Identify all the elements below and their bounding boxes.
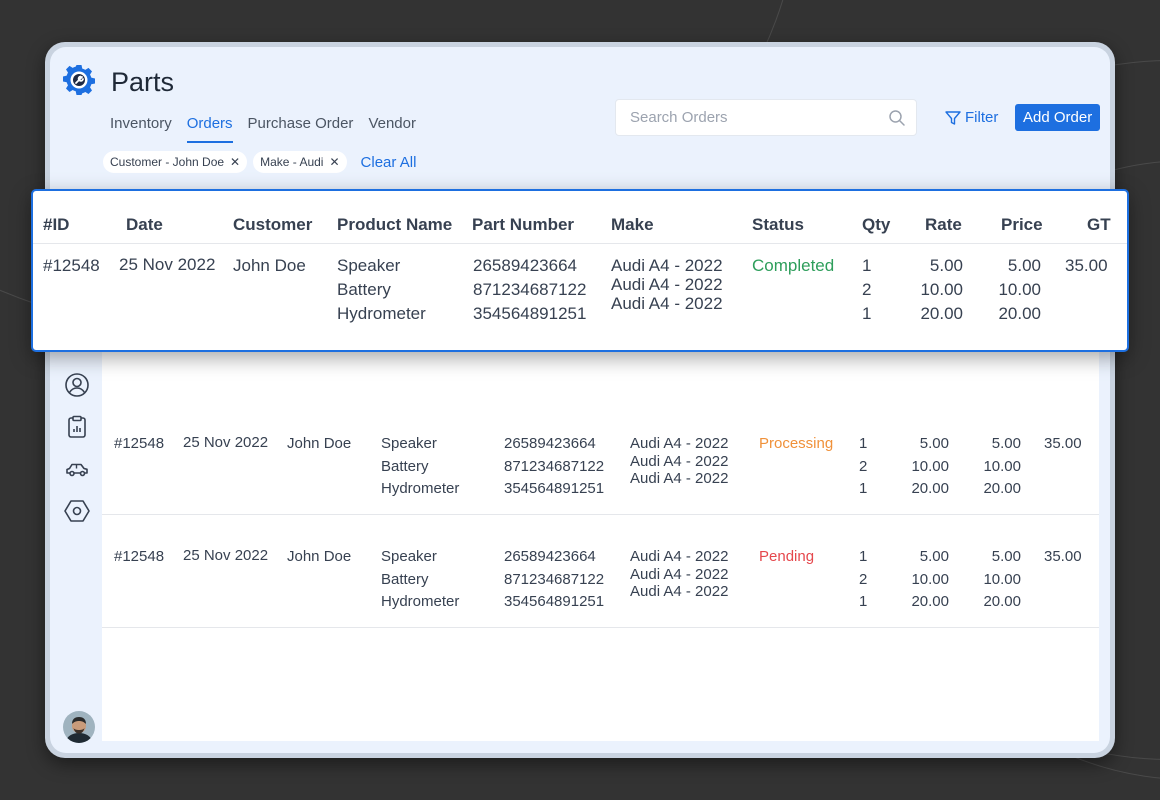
filter-label: Filter: [965, 109, 999, 126]
avatar[interactable]: [63, 711, 95, 743]
user-avatar-icon: [63, 711, 95, 743]
tab-orders[interactable]: Orders: [186, 115, 233, 143]
part-numbers: 26589423664 871234687122 354564891251: [504, 435, 605, 497]
gear-logo-icon: [63, 65, 95, 95]
tab-inventory[interactable]: Inventory: [110, 115, 172, 132]
column-header-qty: Qty: [862, 215, 891, 234]
clipboard-icon[interactable]: [64, 414, 90, 440]
column-header-customer: Customer: [233, 215, 313, 234]
page-title: Parts: [111, 67, 175, 97]
table-row[interactable]: #12548 25 Nov 2022 John Doe Speaker Batte…: [102, 515, 1099, 628]
price-values: 5.00 10.00 20.00: [983, 435, 1021, 497]
tab-vendor[interactable]: Vendor: [368, 115, 416, 132]
hexagon-nut-icon[interactable]: [64, 498, 90, 524]
order-id: #12548: [43, 256, 100, 275]
status-badge: Pending: [759, 548, 815, 565]
makes: Audi A4 - 2022 Audi A4 - 2022 Audi A4 - 20…: [630, 435, 729, 487]
column-header-rate: Rate: [925, 215, 962, 234]
column-header-product-name: Product Name: [337, 215, 453, 234]
filter-chip-label: Make - Audi: [260, 155, 324, 169]
header-divider: [33, 243, 1127, 244]
column-header-gt: GT: [1087, 215, 1111, 234]
makes: Audi A4 - 2022 Audi A4 - 2022 Audi A4 - 20…: [611, 256, 723, 313]
product-names: Speaker Battery Hydrometer: [381, 548, 460, 610]
tab-bar: Inventory Orders Purchase Order Vendor: [110, 115, 431, 143]
order-date: 25 Nov 2022: [119, 255, 216, 274]
column-header-price: Price: [1001, 215, 1043, 234]
price-values: 5.00 10.00 20.00: [998, 256, 1041, 323]
product-names: Speaker Battery Hydrometer: [381, 435, 460, 497]
order-customer: John Doe: [287, 435, 352, 452]
rate-values: 5.00 10.00 20.00: [911, 435, 949, 497]
order-customer: John Doe: [287, 548, 352, 565]
filter-icon: [945, 110, 961, 125]
status-badge: Processing: [759, 435, 834, 452]
status-badge: Completed: [752, 256, 835, 275]
grand-total: 35.00: [1065, 256, 1108, 275]
part-numbers: 26589423664 871234687122 354564891251: [504, 548, 605, 610]
car-icon[interactable]: [64, 456, 90, 482]
clear-all-link[interactable]: Clear All: [360, 153, 417, 171]
app-window-frame: Parts Inventory Orders Purchase Order Ve…: [45, 42, 1115, 758]
rate-values: 5.00 10.00 20.00: [911, 548, 949, 610]
order-date: 25 Nov 2022: [183, 434, 269, 451]
tab-purchase-order[interactable]: Purchase Order: [247, 115, 354, 132]
close-icon[interactable]: ✕: [230, 155, 241, 169]
grand-total: 35.00: [1044, 435, 1082, 452]
user-icon[interactable]: [64, 372, 90, 398]
column-header-id: #ID: [43, 215, 70, 234]
order-date: 25 Nov 2022: [183, 547, 269, 564]
filter-chip-label: Customer - John Doe: [110, 155, 225, 169]
add-order-button[interactable]: Add Order: [1015, 104, 1101, 131]
grand-total: 35.00: [1044, 548, 1082, 565]
column-header-make: Make: [611, 215, 654, 234]
close-icon[interactable]: ✕: [329, 155, 340, 169]
column-header-part-number: Part Number: [472, 215, 575, 234]
table-row[interactable]: #12548 25 Nov 2022 John Doe Speaker Batte…: [102, 402, 1099, 515]
search-box: [615, 99, 917, 136]
order-customer: John Doe: [233, 256, 306, 275]
product-names: Speaker Battery Hydrometer: [337, 256, 426, 323]
filter-chip-customer: Customer - John Doe ✕: [103, 151, 248, 173]
makes: Audi A4 - 2022 Audi A4 - 2022 Audi A4 - 20…: [630, 548, 729, 600]
order-id: #12548: [114, 435, 165, 452]
order-id: #12548: [114, 548, 165, 565]
filter-button[interactable]: Filter: [945, 109, 998, 126]
part-numbers: 26589423664 871234687122 354564891251: [473, 256, 587, 323]
highlighted-order-card: #ID Date Customer Product Name Part Numb…: [31, 189, 1129, 352]
column-header-date: Date: [126, 215, 163, 234]
column-header-status: Status: [752, 215, 804, 234]
price-values: 5.00 10.00 20.00: [983, 548, 1021, 610]
search-input[interactable]: [630, 109, 888, 126]
rate-values: 5.00 10.00 20.00: [920, 256, 963, 323]
filter-chip-make: Make - Audi ✕: [253, 151, 347, 173]
search-icon[interactable]: [888, 109, 906, 127]
app-window: Parts Inventory Orders Purchase Order Ve…: [50, 47, 1110, 753]
active-filters: Customer - John Doe ✕ Make - Audi ✕ Clea…: [103, 151, 416, 173]
sidebar: [50, 192, 102, 753]
